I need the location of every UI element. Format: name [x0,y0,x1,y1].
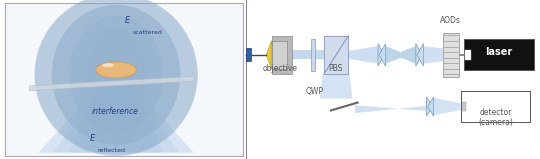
Ellipse shape [35,0,198,156]
Ellipse shape [102,63,114,67]
Ellipse shape [69,16,163,134]
Polygon shape [416,44,422,66]
PathPatch shape [69,80,164,153]
Polygon shape [417,44,423,66]
Text: $E$: $E$ [89,132,96,143]
Polygon shape [378,44,384,66]
Polygon shape [320,74,352,99]
Text: interference: interference [91,107,139,116]
PathPatch shape [53,80,179,153]
Text: scattered: scattered [132,30,162,35]
FancyBboxPatch shape [464,39,534,70]
Bar [310,39,315,71]
Polygon shape [427,97,433,116]
Bar [462,102,466,111]
Polygon shape [348,46,378,64]
Bar [292,50,324,59]
PathPatch shape [38,80,194,153]
PathPatch shape [84,80,148,153]
Bar [246,48,251,61]
Bar [443,33,459,77]
Polygon shape [355,105,427,113]
Polygon shape [423,46,443,64]
Bar [272,36,292,74]
Text: QWP: QWP [305,87,323,97]
Polygon shape [266,41,272,69]
Text: laser: laser [485,47,512,57]
Text: $E$: $E$ [124,14,131,25]
Text: detector
(camera): detector (camera) [478,108,513,127]
Polygon shape [401,46,416,64]
Ellipse shape [96,62,136,78]
Polygon shape [386,46,401,64]
Polygon shape [379,44,386,66]
Text: objective: objective [262,64,297,73]
FancyBboxPatch shape [461,91,530,122]
Text: AODs: AODs [440,16,461,25]
Bar [272,41,287,69]
Ellipse shape [52,5,180,145]
Polygon shape [434,98,462,115]
Bar [324,36,348,74]
Text: PBS: PBS [329,64,343,73]
Polygon shape [428,97,434,116]
Bar [465,50,471,60]
Ellipse shape [86,27,146,122]
Polygon shape [30,76,194,91]
FancyBboxPatch shape [5,3,243,156]
Text: reflected: reflected [97,148,125,153]
